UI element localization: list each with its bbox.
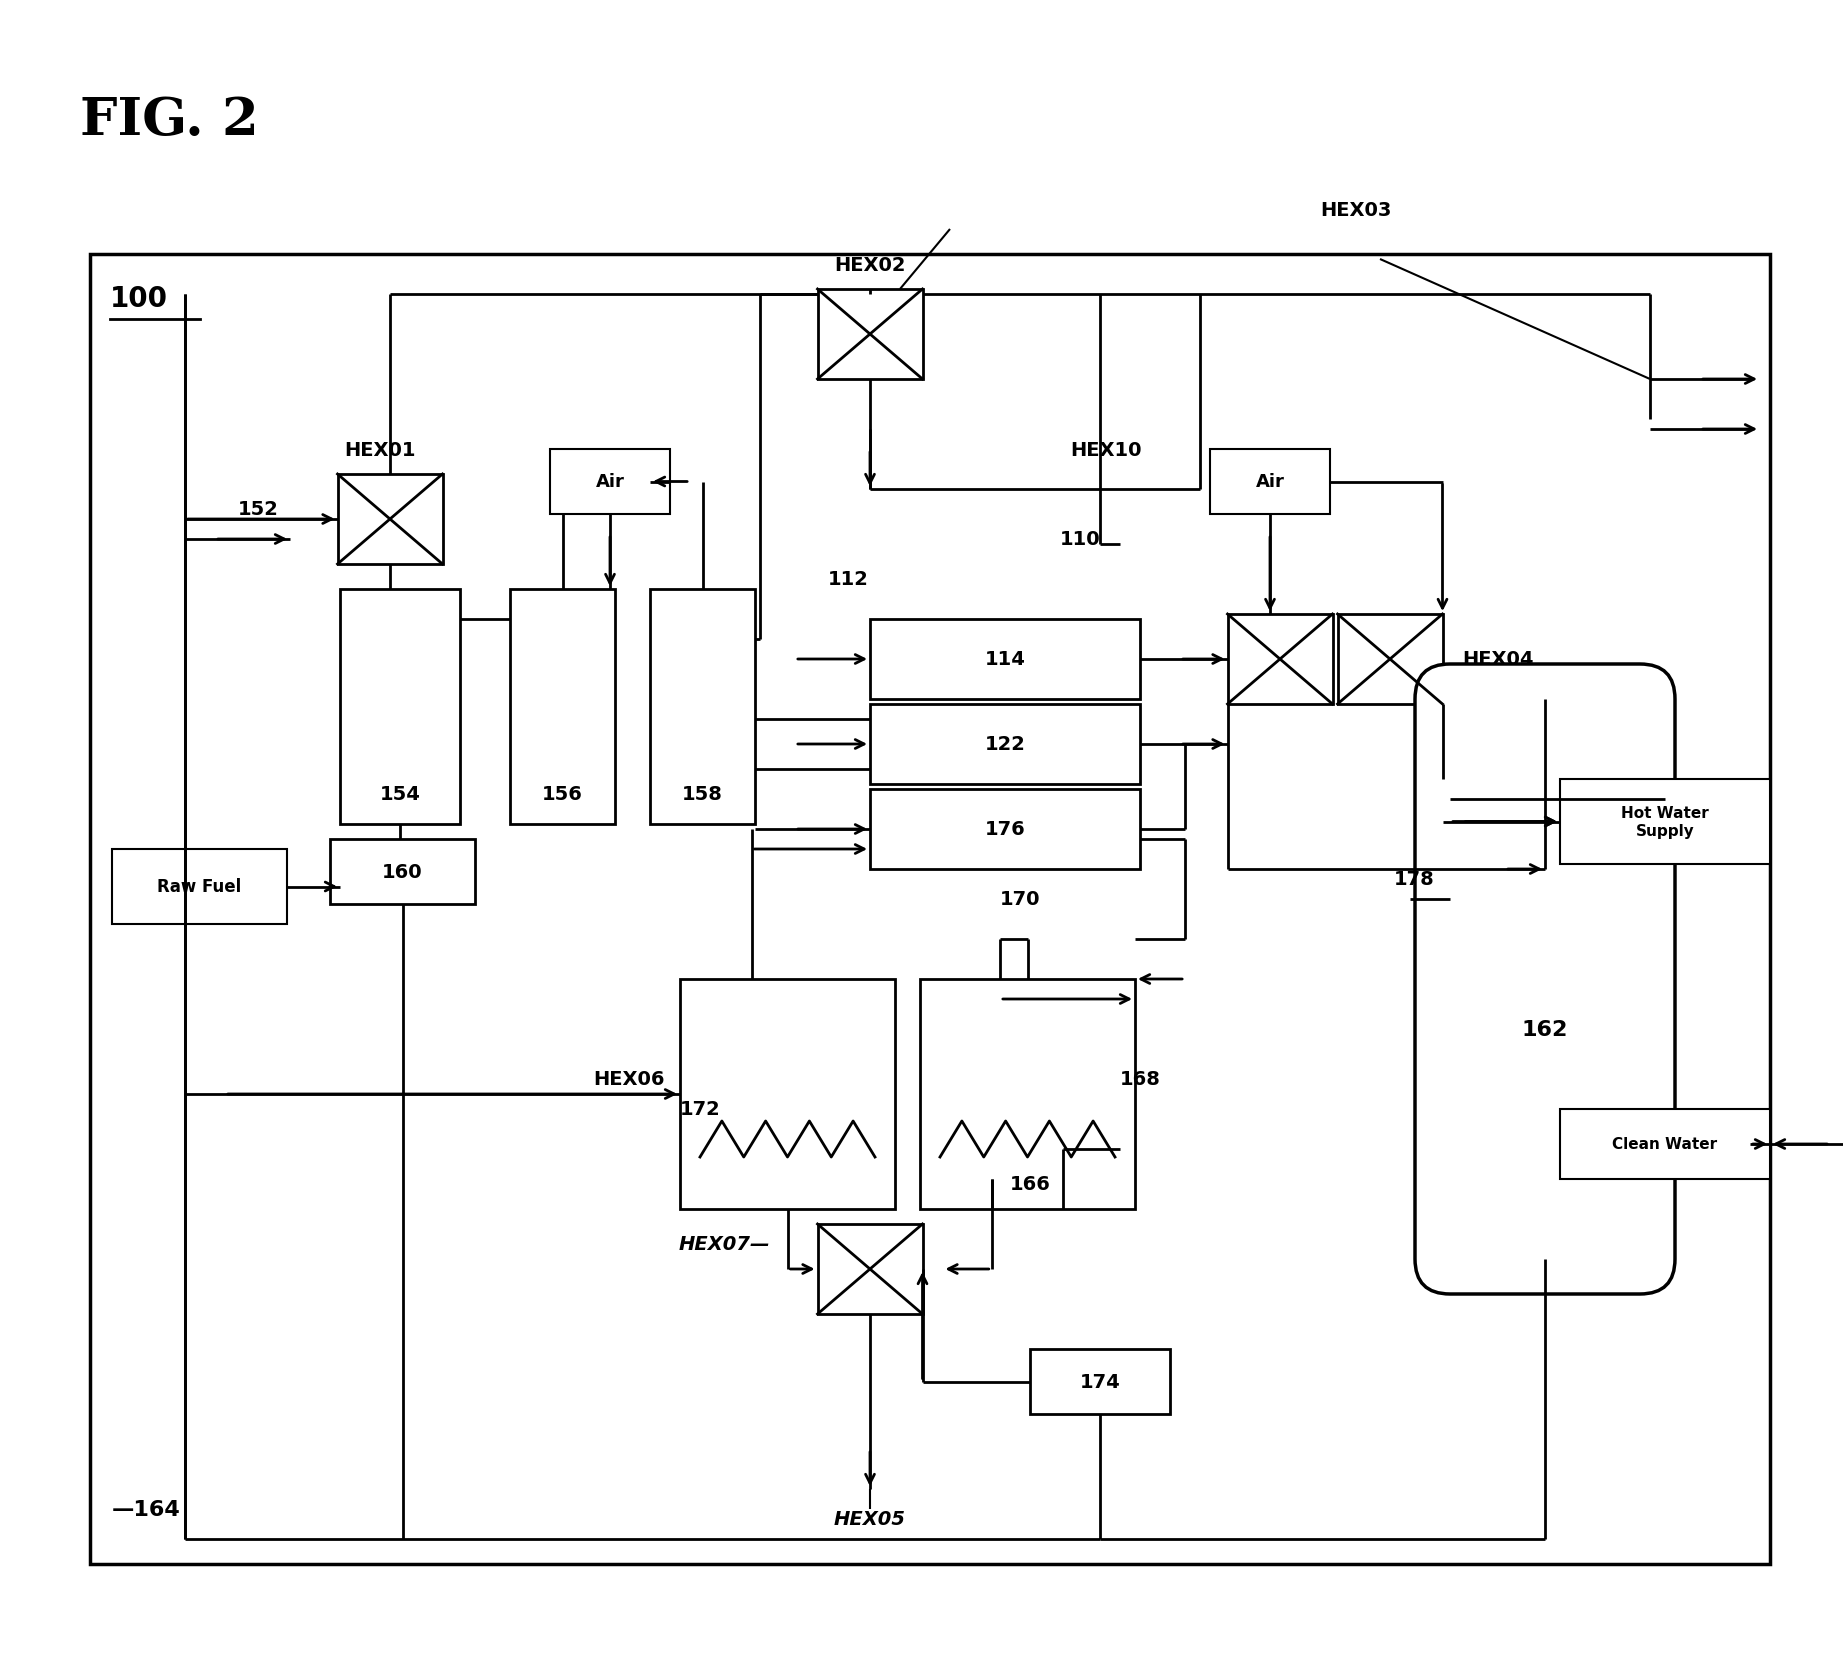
Text: Raw Fuel: Raw Fuel <box>157 879 241 895</box>
Bar <box>1559 1110 1769 1180</box>
Bar <box>870 704 1141 784</box>
Text: HEX02: HEX02 <box>835 256 905 275</box>
Bar <box>1338 614 1443 704</box>
Text: 158: 158 <box>682 785 722 804</box>
Text: Air: Air <box>595 473 625 491</box>
Bar <box>549 449 671 514</box>
Bar <box>1030 1350 1170 1414</box>
Text: HEX07—: HEX07— <box>678 1235 770 1253</box>
Text: 162: 162 <box>1522 1020 1568 1040</box>
Bar <box>870 619 1141 699</box>
Text: HEX03: HEX03 <box>1320 201 1391 220</box>
Bar <box>339 589 461 824</box>
Text: Clean Water: Clean Water <box>1613 1137 1718 1151</box>
Text: 160: 160 <box>382 862 422 882</box>
Text: Hot Water
Supply: Hot Water Supply <box>1622 805 1708 839</box>
Bar <box>818 1225 923 1315</box>
Text: 168: 168 <box>1121 1070 1161 1088</box>
Text: 170: 170 <box>1001 890 1041 909</box>
Bar <box>330 840 475 905</box>
Bar <box>1559 779 1769 865</box>
Text: —164: —164 <box>112 1499 181 1519</box>
Bar <box>337 474 442 564</box>
Text: 178: 178 <box>1395 870 1436 889</box>
Text: 156: 156 <box>542 785 582 804</box>
Bar <box>680 980 896 1210</box>
Bar <box>920 980 1135 1210</box>
Text: HEX05: HEX05 <box>835 1509 907 1528</box>
Text: HEX10: HEX10 <box>1071 441 1141 459</box>
Bar <box>870 789 1141 870</box>
Text: 174: 174 <box>1080 1373 1121 1391</box>
Bar <box>112 850 288 925</box>
Text: 100: 100 <box>111 285 168 313</box>
Bar <box>818 290 923 379</box>
Text: 154: 154 <box>380 785 420 804</box>
Text: 152: 152 <box>238 501 278 519</box>
Text: 172: 172 <box>680 1100 721 1118</box>
Bar <box>1227 614 1332 704</box>
FancyBboxPatch shape <box>1415 664 1675 1295</box>
Text: 110: 110 <box>1060 529 1100 549</box>
Bar <box>1211 449 1331 514</box>
Text: 112: 112 <box>828 569 868 589</box>
Text: 122: 122 <box>984 735 1025 754</box>
Text: 166: 166 <box>1010 1175 1051 1193</box>
Text: 176: 176 <box>984 820 1025 839</box>
Text: HEX06: HEX06 <box>593 1070 665 1088</box>
Text: HEX01: HEX01 <box>345 441 417 459</box>
Bar <box>90 255 1769 1564</box>
Text: FIG. 2: FIG. 2 <box>79 95 258 146</box>
Bar <box>651 589 756 824</box>
Text: 114: 114 <box>984 651 1025 669</box>
Text: Air: Air <box>1255 473 1285 491</box>
Text: HEX04: HEX04 <box>1463 651 1533 669</box>
Bar <box>511 589 616 824</box>
